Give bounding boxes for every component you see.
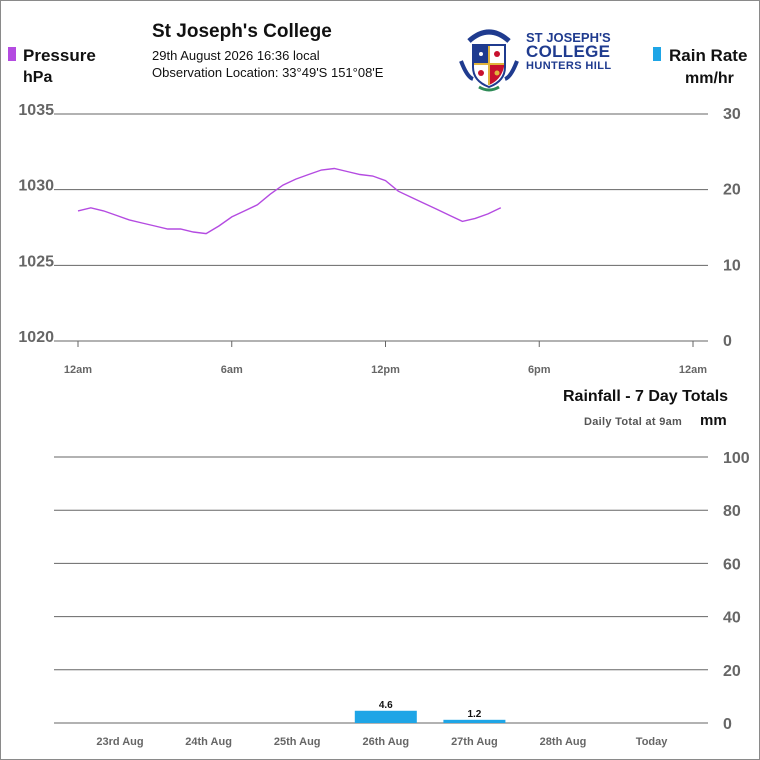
rainfall-x-ticks: 23rd Aug 24th Aug 25th Aug 26th Aug 27th Aug… [96,736,668,748]
rainfall-x-tick-label: Today [636,736,668,748]
rainfall-x-tick-label: 23rd Aug [96,736,143,748]
pressure-unit-label: hPa [23,69,53,86]
rain-rate-y-tick-label: 10 [723,257,741,274]
pressure-grid [54,113,708,342]
rainfall-chart-subtitle: Daily Total at 9am [584,416,683,428]
pressure-y-tick-label: 1020 [18,329,54,346]
pressure-x-tick-label: 12am [679,364,707,376]
pressure-x-tick-label: 6pm [528,364,551,376]
pressure-y-ticks: 1020 1025 1030 1035 [18,102,54,346]
rainfall-x-tick-label: 24th Aug [185,736,232,748]
rain-rate-y-tick-label: 20 [723,182,741,199]
observation-datetime: 29th August 2026 16:36 local [152,48,320,63]
logo-text-line3: HUNTERS HILL [526,60,612,72]
pressure-y-tick-label: 1030 [18,178,54,195]
rain-rate-y-ticks: 0 10 20 30 [723,106,741,350]
rain-rate-legend-label: Rain Rate [669,46,748,65]
rainfall-y-tick-label: 80 [723,503,741,520]
rainfall-y-tick-label: 60 [723,556,741,573]
pressure-x-tick-label: 12pm [371,364,400,376]
pressure-series-line [77,167,502,235]
rainfall-bar-value-label: 1.2 [467,709,481,720]
rainfall-y-tick-label: 0 [723,716,732,733]
logo-text-line2: COLLEGE [526,42,611,61]
rainfall-y-tick-label: 20 [723,663,741,680]
pressure-legend-swatch [8,47,16,61]
pressure-x-tick-label: 6am [221,364,243,376]
pressure-y-tick-label: 1035 [18,102,54,119]
rainfall-bar [354,710,417,723]
rainfall-unit-label: mm [700,412,727,429]
rain-rate-y-tick-label: 30 [723,106,741,123]
rainfall-y-ticks: 0 20 40 60 80 100 [723,450,750,733]
observation-location: Observation Location: 33°49'S 151°08'E [152,65,384,80]
pressure-x-ticks: 12am 6am 12pm 6pm 12am [64,341,707,376]
college-crest-icon [459,29,519,92]
rainfall-bar [443,719,506,723]
rain-rate-y-tick-label: 0 [723,333,732,350]
rain-rate-unit-label: mm/hr [685,70,734,87]
rainfall-bars: 4.6 1.2 [354,700,506,723]
rainfall-y-tick-label: 40 [723,610,741,627]
rainfall-x-tick-label: 27th Aug [451,736,498,748]
rainfall-bar-value-label: 4.6 [379,700,393,711]
pressure-y-tick-label: 1025 [18,253,54,270]
rainfall-grid [54,456,708,724]
rain-rate-legend-swatch [653,47,661,61]
rainfall-y-tick-label: 100 [723,450,750,467]
pressure-legend-label: Pressure [23,46,96,65]
logo-text-line1: ST JOSEPH'S [526,30,611,45]
page-title: St Joseph's College [152,21,332,42]
rainfall-x-tick-label: 26th Aug [362,736,409,748]
pressure-x-tick-label: 12am [64,364,92,376]
rainfall-chart-title: Rainfall - 7 Day Totals [563,388,729,405]
rainfall-x-tick-label: 28th Aug [540,736,587,748]
rainfall-x-tick-label: 25th Aug [274,736,321,748]
